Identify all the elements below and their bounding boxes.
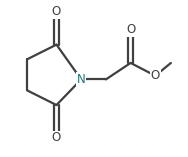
Text: O: O [52, 132, 61, 144]
Text: N: N [77, 73, 86, 86]
Text: O: O [52, 5, 61, 18]
Text: O: O [126, 24, 135, 36]
Text: O: O [151, 69, 160, 82]
